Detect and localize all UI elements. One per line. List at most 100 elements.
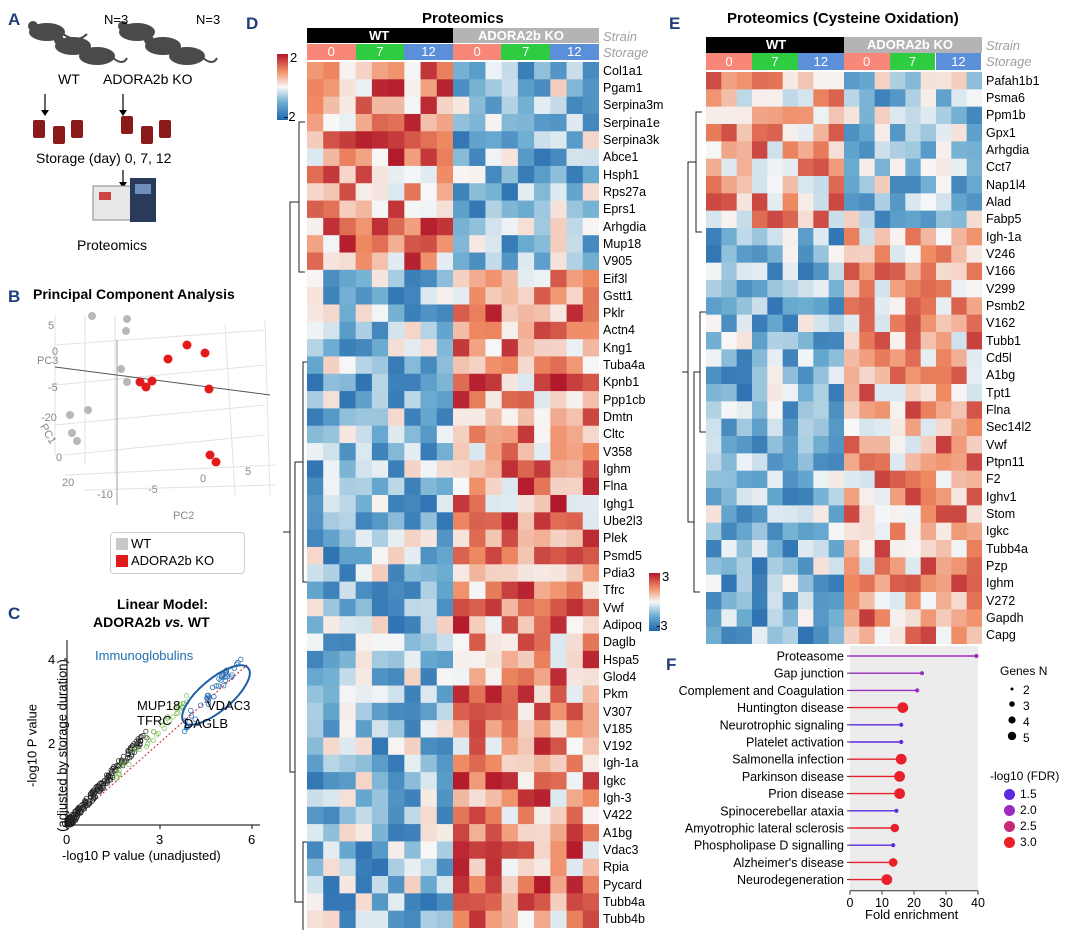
gene-label: Col1a1: [603, 63, 643, 78]
legend-size-2: 2: [1023, 683, 1030, 697]
heatmap-cell: [517, 668, 535, 687]
heatmap-cell: [517, 910, 535, 928]
heatmap-cell: [371, 512, 389, 531]
heatmap-cell: [550, 841, 568, 860]
legend-color-title: -log10 (FDR): [990, 769, 1060, 783]
heatmap-cell: [782, 245, 799, 264]
heatmap-cell: [517, 754, 535, 773]
heatmap-cell: [905, 574, 922, 593]
heatmap-cell: [485, 356, 503, 375]
heatmap-cell: [966, 592, 982, 610]
heatmap-cell: [355, 824, 373, 842]
heatmap-cell: [874, 141, 891, 160]
heatmap-cell: [752, 280, 768, 298]
heatmap-cell: [550, 720, 568, 738]
heatmap-cell: [966, 470, 982, 489]
heatmap-cell: [453, 287, 470, 305]
heatmap-cell: [534, 321, 551, 340]
heatmap-cell: [844, 193, 860, 212]
heatmap-cell: [388, 425, 405, 444]
heatmap-cell: [752, 418, 768, 437]
heatmap-cell: [582, 789, 599, 808]
heatmap-cell: [485, 841, 503, 860]
heatmap-cell: [355, 217, 373, 236]
heatmap-cell: [323, 720, 340, 738]
heatmap-cell: [936, 262, 952, 281]
heatmap-cell: [905, 418, 922, 437]
heatmap-cell: [436, 356, 454, 375]
heatmap-cell: [323, 650, 340, 669]
heatmap-cell: [798, 401, 814, 420]
heatmap-cell: [951, 262, 968, 281]
heatmap-cell: [890, 540, 906, 558]
heatmap-cell: [966, 557, 982, 576]
heatmap-cell: [436, 702, 454, 721]
heatmap-cell: [721, 609, 738, 628]
heatmap-cell: [453, 702, 470, 721]
heatmap-cell: [890, 297, 906, 316]
gene-label: Igh-3: [603, 791, 632, 806]
heatmap-cell: [767, 626, 784, 644]
heatmap-cell: [874, 540, 891, 558]
heatmap-cell: [874, 609, 891, 628]
heatmap-cell: [485, 113, 503, 132]
heatmap-cell: [469, 650, 486, 669]
heatmap-cell: [890, 557, 906, 576]
heatmap-cell: [339, 356, 357, 375]
heatmap-cell: [469, 460, 486, 479]
heatmap-cell: [706, 592, 722, 610]
heatmap-cell: [736, 626, 753, 644]
heatmap-cell: [371, 356, 389, 375]
heatmap-cell: [339, 754, 357, 773]
heatmap-cell: [420, 564, 438, 583]
heatmap-cell: [453, 96, 470, 115]
heatmap-cell: [436, 910, 454, 928]
linear-model-plot: [64, 640, 260, 829]
heatmap-cell: [371, 113, 389, 132]
heatmap-cell: [890, 626, 906, 644]
heatmap-cell: [501, 702, 519, 721]
heatmap-cell: [828, 470, 845, 489]
pca-tick-pc3-m5: -5: [48, 382, 58, 394]
heatmap-cell: [859, 557, 876, 576]
heatmap-cell: [828, 332, 845, 350]
heatmap-cell: [752, 193, 768, 212]
heatmap-cell: [752, 557, 768, 576]
heatmap-cell: [339, 408, 357, 427]
heatmap-cell: [920, 522, 937, 541]
gene-label: Serpina1e: [603, 115, 660, 130]
heatmap-cell: [890, 193, 906, 212]
legend-size-3: 3: [1023, 699, 1030, 713]
heatmap-cell: [813, 106, 830, 125]
heatmap-cell: [355, 495, 373, 513]
heatmap-cell: [469, 876, 486, 894]
heatmap-cell: [721, 210, 738, 229]
heatmap-cell: [517, 200, 535, 219]
heatmap-cell: [736, 453, 753, 472]
heatmap-cell: [404, 339, 422, 357]
heatmap-cell: [323, 893, 340, 912]
heatmap-cell: [469, 62, 486, 80]
heatmap-cell: [339, 668, 357, 687]
heatmap-cell: [566, 252, 584, 271]
heatmap-cell: [782, 384, 799, 402]
lollipop-dot: [899, 739, 904, 745]
heatmap-cell: [721, 262, 738, 281]
heatmap-cell: [436, 564, 454, 583]
heatmap-cell: [517, 841, 535, 860]
heatmap-e-colorbar: [649, 573, 660, 631]
heatmap-cell: [485, 408, 503, 427]
heatmap-cell: [469, 79, 486, 98]
heatmap-cell: [517, 373, 535, 392]
heatmap-cell: [966, 453, 982, 472]
heatmap-cell: [859, 540, 876, 558]
heatmap-cell: [469, 269, 486, 288]
heatmap-cell: [436, 858, 454, 877]
heatmap-cell: [582, 616, 599, 635]
heatmap-cell: [566, 581, 584, 600]
heatmap-cell: [844, 158, 860, 177]
heatmap-cell: [388, 702, 405, 721]
heatmap-cell: [721, 488, 738, 506]
heatmap-cell: [339, 373, 357, 392]
heatmap-cell: [844, 470, 860, 489]
